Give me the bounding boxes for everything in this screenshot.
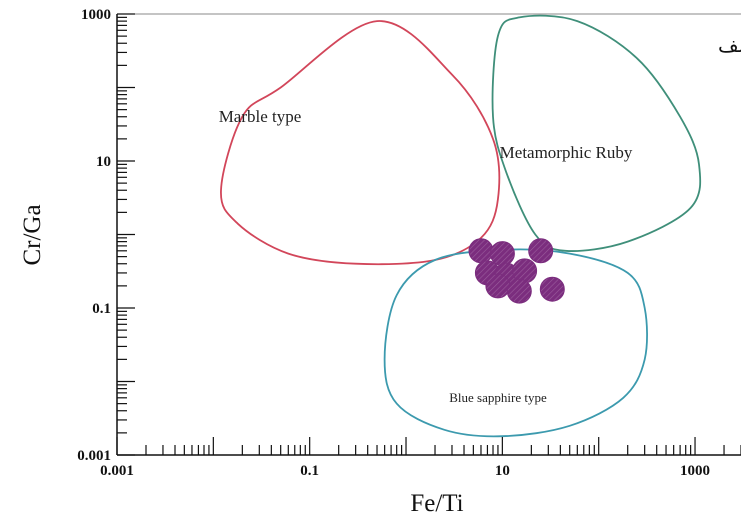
data-point-7 (485, 273, 511, 299)
x-tick-label: 0.001 (100, 463, 134, 479)
x-tick-label: 10 (495, 463, 510, 479)
y-tick-label: 10 (96, 154, 111, 170)
x-axis-label: Fe/Ti (410, 490, 463, 517)
data-point-2 (489, 241, 515, 267)
region-outline-blue-sapphire-type (383, 248, 648, 438)
region-outlines (220, 14, 702, 438)
y-tick-label: 0.1 (92, 301, 111, 317)
y-tick-label: 1000 (81, 7, 111, 23)
x-tick-label: 1000 (680, 463, 710, 479)
y-tick-label: 0.001 (77, 448, 111, 464)
corner-label: الف (718, 33, 741, 57)
data-point-3 (528, 238, 554, 264)
region-label-metamorphic-ruby: Metamorphic Ruby (500, 143, 633, 162)
region-label-marble-type: Marble type (219, 107, 302, 126)
axes (116, 13, 741, 456)
x-tick-label: 0.1 (300, 463, 319, 479)
region-outline-marble-type (220, 20, 501, 266)
data-points (468, 238, 565, 304)
y-axis-label: Cr/Ga (19, 204, 46, 265)
region-label-blue-sapphire-type: Blue sapphire type (449, 390, 547, 405)
region-outline-metamorphic-ruby (491, 14, 702, 252)
data-point-8 (506, 278, 532, 304)
data-point-1 (468, 238, 494, 264)
data-point-9 (539, 276, 565, 302)
labels: Marble type Metamorphic Ruby Blue sapphire… (77, 7, 710, 479)
